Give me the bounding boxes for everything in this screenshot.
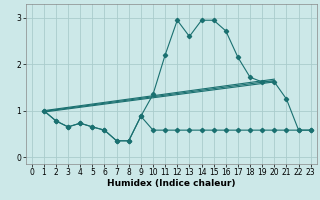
X-axis label: Humidex (Indice chaleur): Humidex (Indice chaleur) [107, 179, 236, 188]
